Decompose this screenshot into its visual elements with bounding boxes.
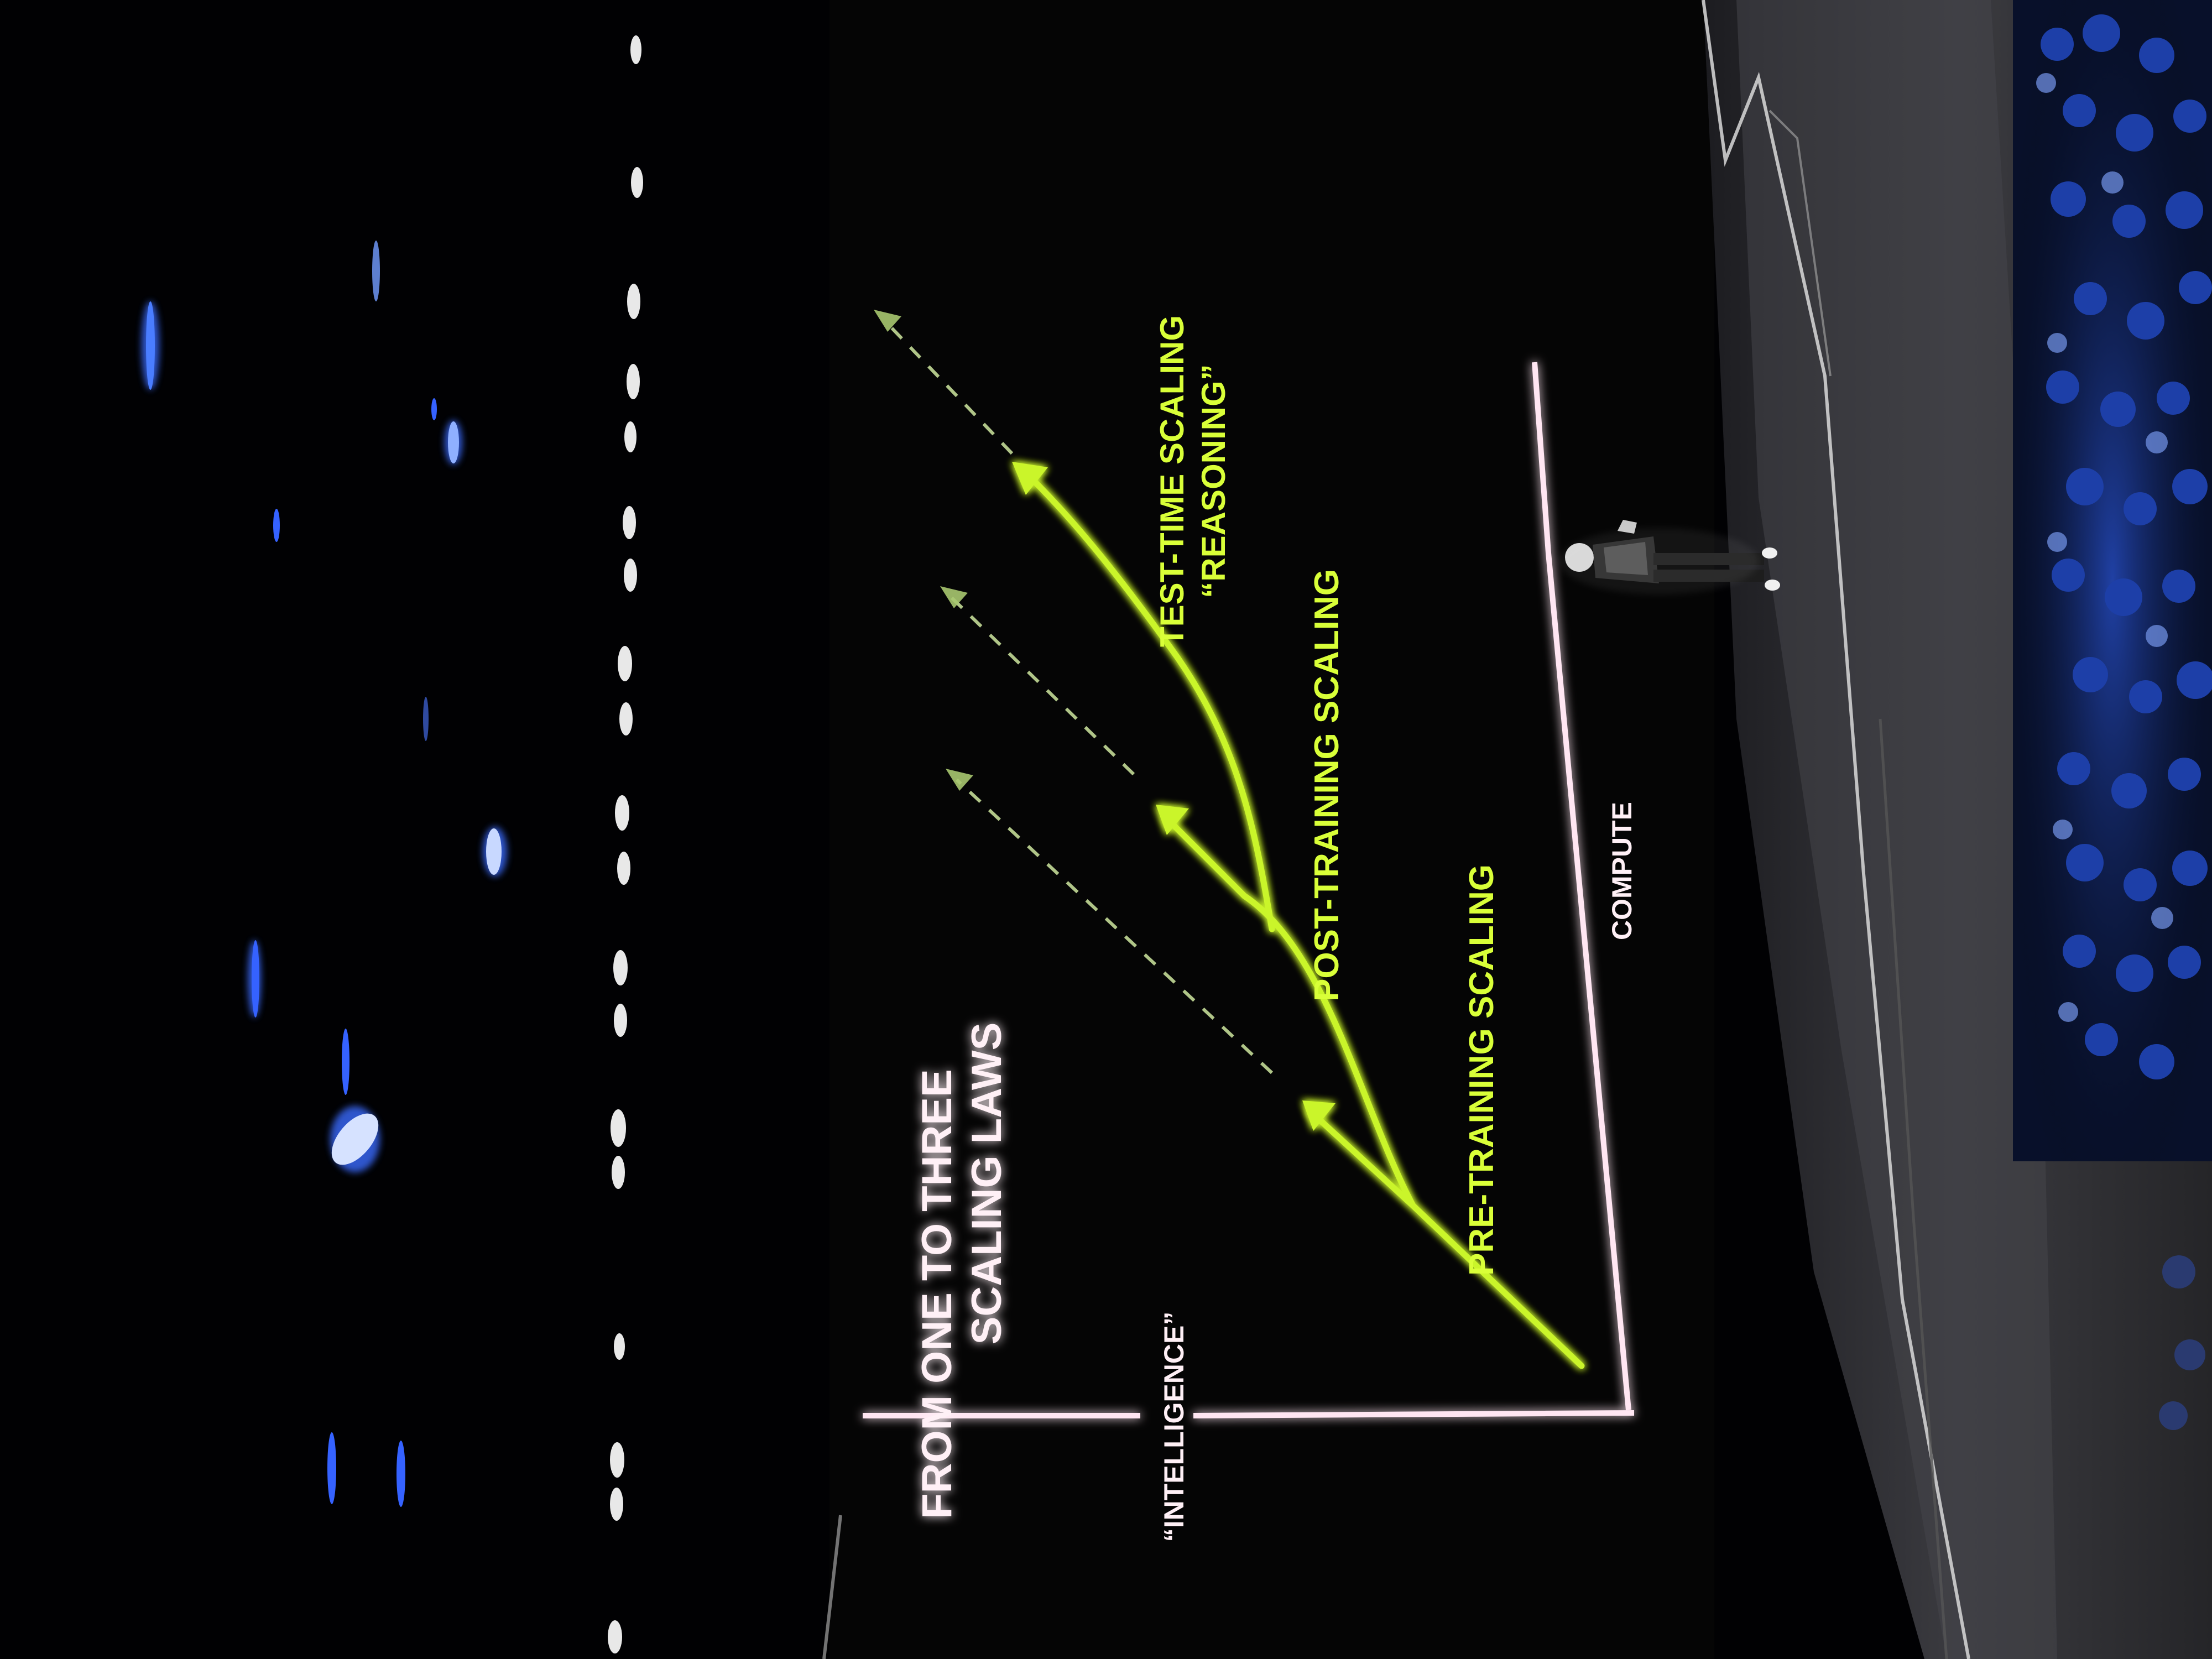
screen-surface <box>830 0 1714 1659</box>
presenter <box>1559 520 1780 594</box>
scaling-laws-slide: FROM ONE TO THREE SCALING LAWS “INTELLIG… <box>863 310 1637 1542</box>
testtime-label-line-2: “REASONING” <box>1195 364 1232 598</box>
testtime-curve <box>1031 478 1275 932</box>
curve-arrowheads <box>1012 462 1335 1131</box>
audience <box>2013 0 2212 1430</box>
dashed-extensions <box>883 319 1274 1074</box>
posttraining-label: POST-TRAINING SCALING <box>1308 569 1346 1001</box>
x-axis-label: COMPUTE <box>1606 802 1637 940</box>
stage-edge-line <box>1702 0 1970 1659</box>
slide-title-line-1: FROM ONE TO THREE <box>914 1069 961 1519</box>
ceiling-lights <box>608 35 643 1653</box>
dashed-arrowheads <box>874 310 973 791</box>
screen-frame-edge <box>822 1515 842 1659</box>
y-axis-label: “INTELLIGENCE” <box>1159 1312 1190 1542</box>
blue-venue-lights <box>142 241 507 1507</box>
pretraining-label: PRE-TRAINING SCALING <box>1463 864 1501 1276</box>
testtime-label-line-1: TEST-TIME SCALING <box>1154 315 1191 647</box>
chart-axes <box>863 362 1635 1418</box>
stage-runway <box>1736 0 2057 1659</box>
scaling-curves <box>1031 478 1585 1369</box>
slide-title-line-2: SCALING LAWS <box>963 1022 1010 1345</box>
